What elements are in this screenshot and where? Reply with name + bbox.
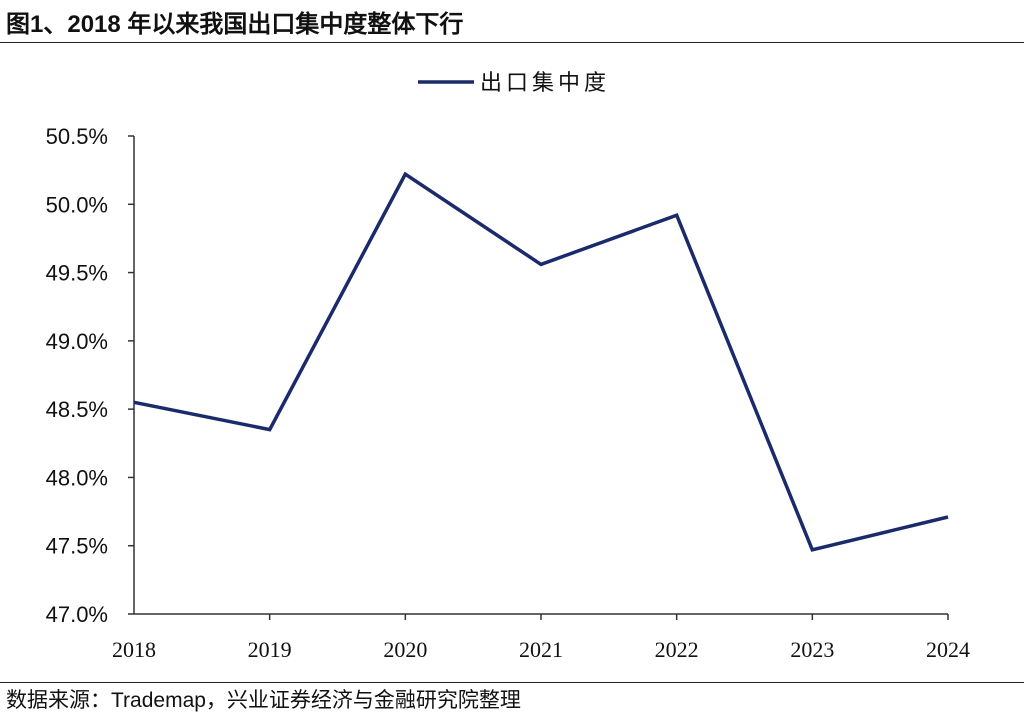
x-tick-label: 2019 xyxy=(248,637,292,662)
y-tick-label: 48.0% xyxy=(46,465,108,490)
y-tick-label: 47.5% xyxy=(46,534,108,559)
legend: 出口集中度 xyxy=(418,71,610,96)
y-tick-label: 50.5% xyxy=(46,124,108,149)
y-tick-label: 49.0% xyxy=(46,329,108,354)
source-note: 数据来源：Trademap，兴业证券经济与金融研究院整理 xyxy=(6,689,521,712)
x-tick-label: 2024 xyxy=(926,637,970,662)
legend-label: 出口集中度 xyxy=(480,71,610,96)
x-tick-label: 2021 xyxy=(519,637,563,662)
y-tick-label: 48.5% xyxy=(46,397,108,422)
source-divider xyxy=(0,682,1024,683)
y-tick-label: 47.0% xyxy=(46,602,108,627)
x-tick-label: 2018 xyxy=(112,637,156,662)
figure-title: 图1、2018 年以来我国出口集中度整体下行 xyxy=(6,11,464,38)
axes: 50.5% 50.0% 49.5% 49.0% 48.5% 48.0% 47.5% 47.0%… xyxy=(46,124,970,662)
plot-area xyxy=(133,171,949,552)
x-tick-label: 2023 xyxy=(790,637,834,662)
series-line xyxy=(133,171,949,552)
title-divider xyxy=(0,42,1024,43)
x-tick-label: 2020 xyxy=(383,637,427,662)
y-tick-label: 50.0% xyxy=(46,192,108,217)
x-tick-label: 2022 xyxy=(655,637,699,662)
y-tick-label: 49.5% xyxy=(46,261,108,286)
